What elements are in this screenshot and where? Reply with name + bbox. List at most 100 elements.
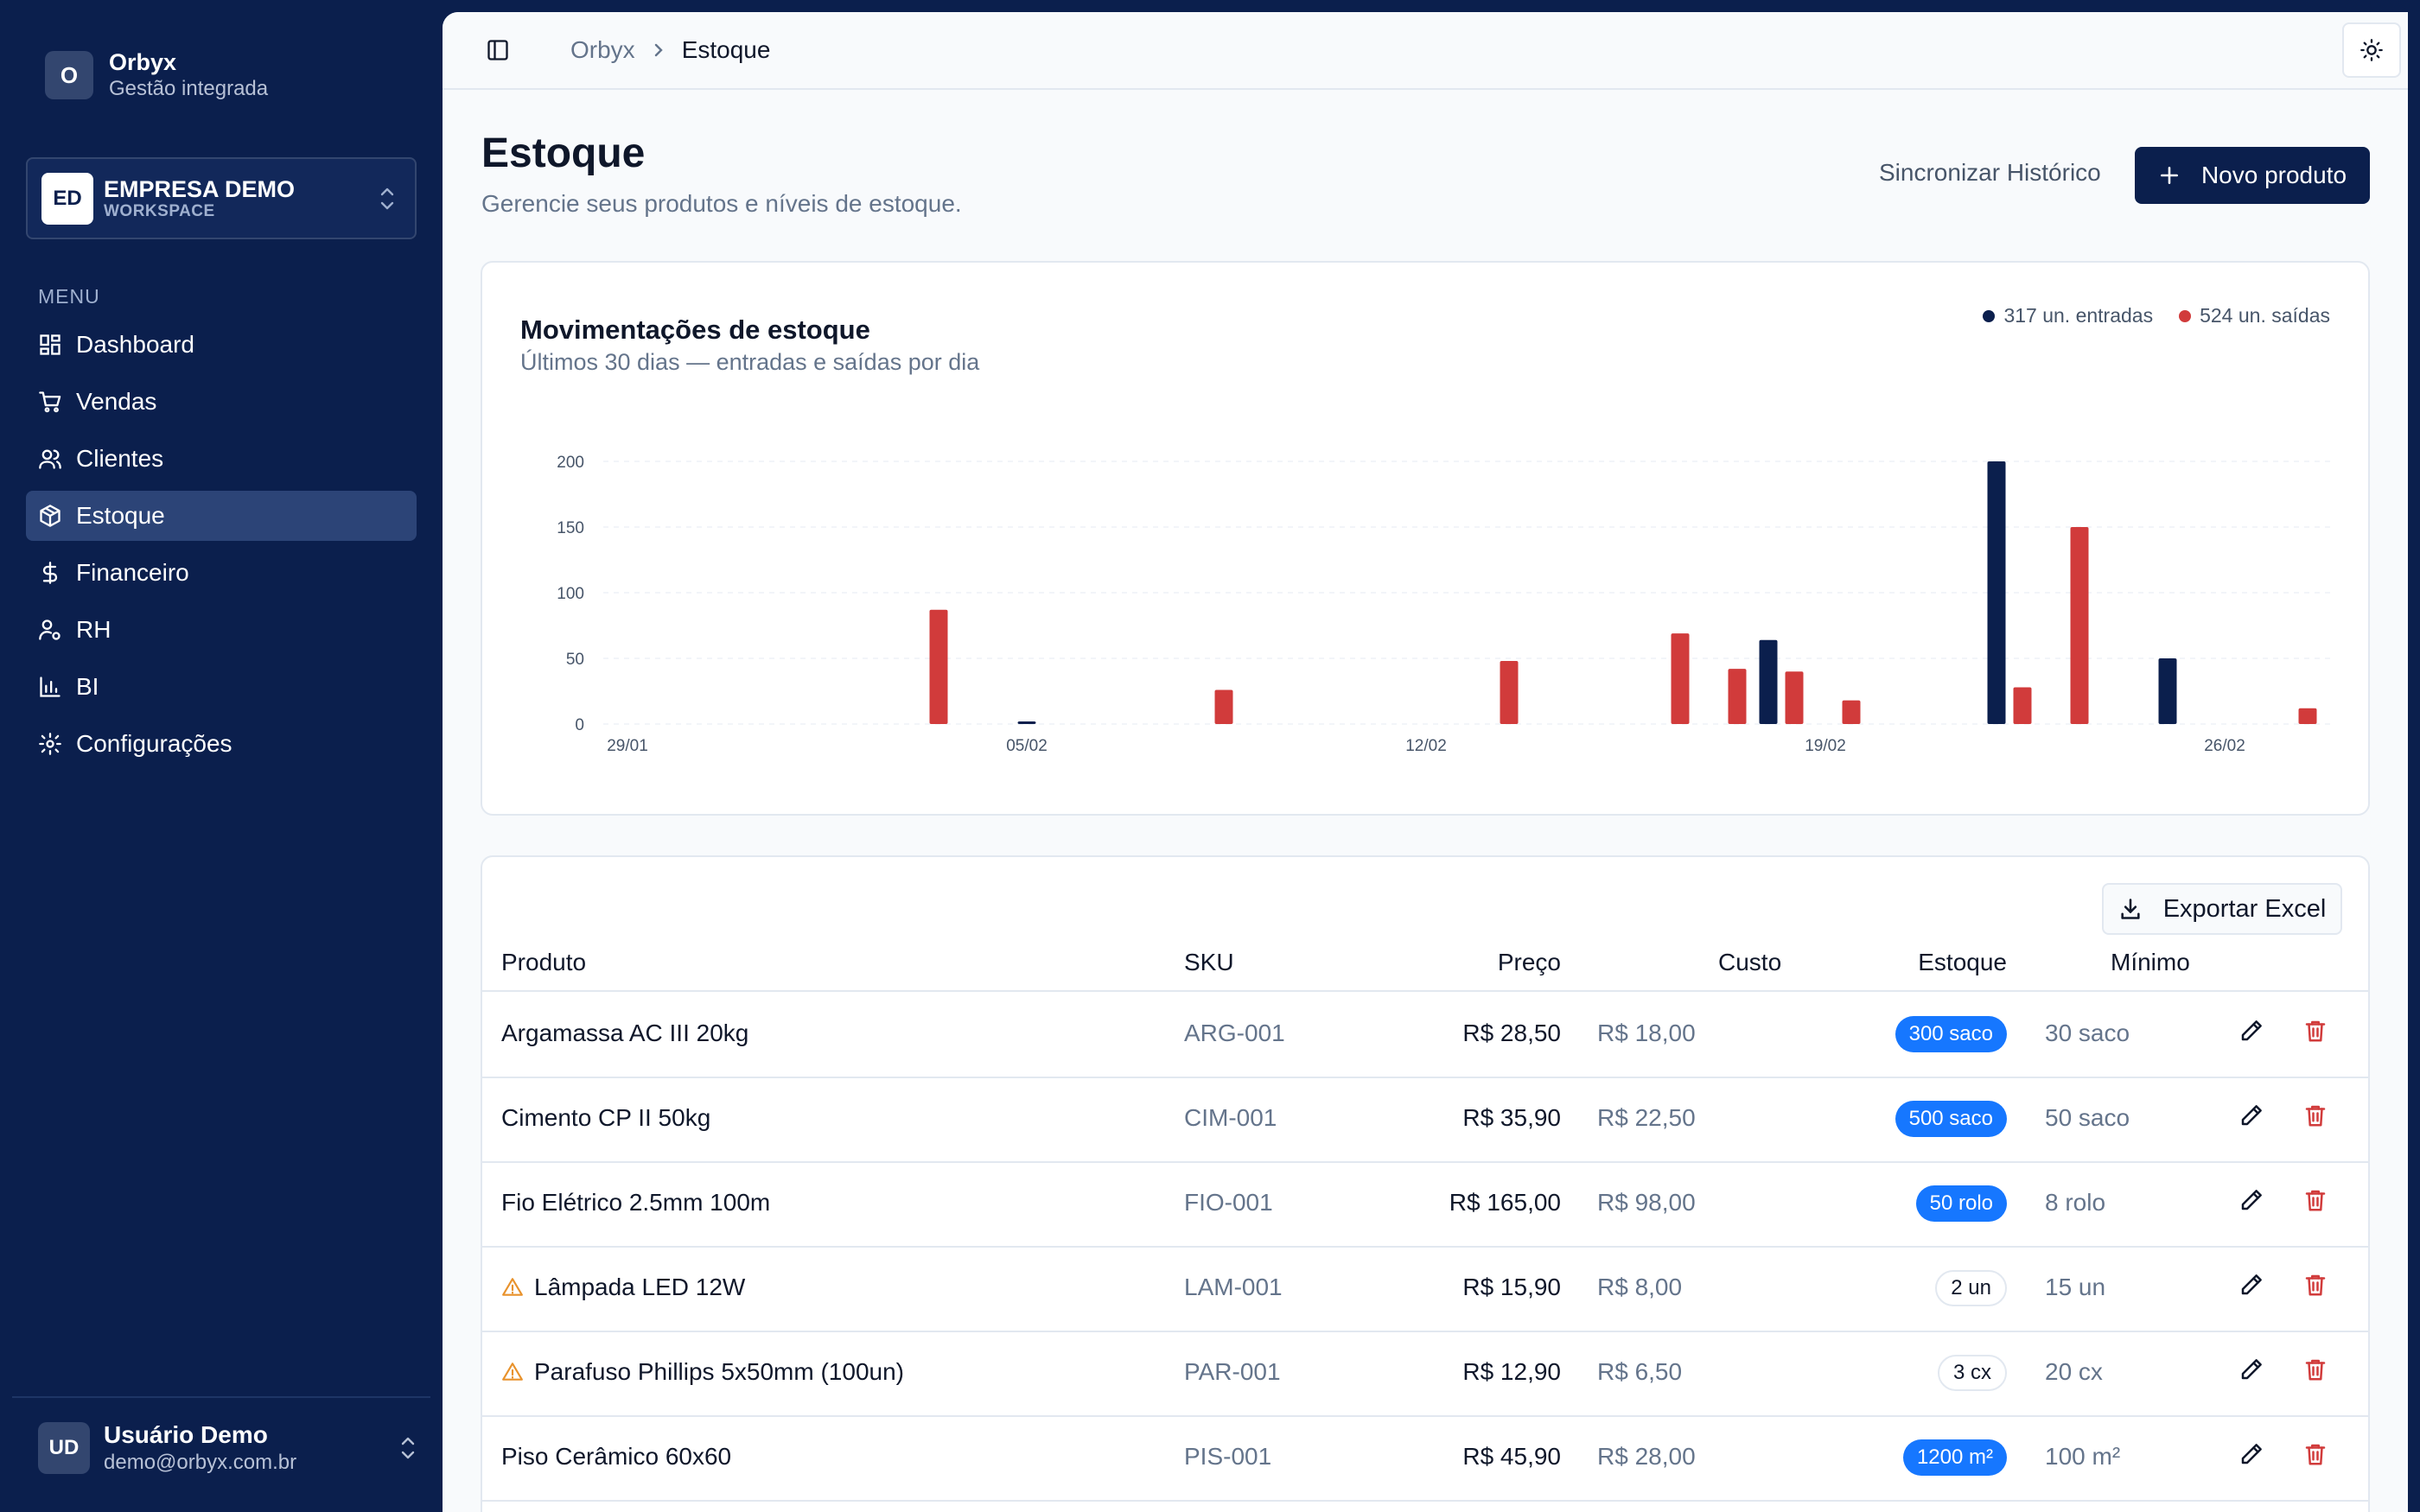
table-row[interactable]: Fio Elétrico 2.5mm 100m FIO-001 R$ 165,00 R… [482, 1163, 2368, 1248]
delete-button[interactable] [2302, 1102, 2328, 1134]
sidebar-item-dashboard[interactable]: Dashboard [26, 320, 417, 370]
sidebar-item-estoque[interactable]: Estoque [26, 491, 417, 541]
stock-cell: 50 rolo [1915, 1185, 2007, 1222]
cost-cell: R$ 18,00 [1597, 1020, 1696, 1046]
bar-saidas-22-02[interactable] [2013, 687, 2032, 724]
user-menu[interactable]: UD Usuário Demo demo@orbyx.com.br [38, 1420, 418, 1476]
table-row[interactable]: Argamassa AC III 20kg ARG-001 R$ 28,50 R$ 1… [482, 994, 2368, 1078]
dollar-icon [42, 562, 58, 584]
chevrons-up-down-icon [380, 187, 394, 210]
pencil-icon [2238, 1020, 2264, 1049]
theme-toggle-button[interactable] [2342, 22, 2401, 78]
sync-history-button[interactable]: Sincronizar Histórico [1879, 159, 2101, 186]
table-row[interactable]: Piso Cerâmico 60x60 PIS-001 R$ 45,90 R$ 28,… [482, 1417, 2368, 1502]
edit-button[interactable] [2238, 1102, 2264, 1134]
edit-button[interactable] [2238, 1018, 2264, 1050]
product-name-cell: Piso Cerâmico 60x60 [501, 1443, 731, 1471]
chart-legend: 317 un. entradas 524 un. saídas [1957, 304, 2330, 327]
sidebar-item-rh[interactable]: RH [26, 605, 417, 655]
price-cell: R$ 165,00 [1449, 1189, 1561, 1216]
legend-item-in: 317 un. entradas [1983, 304, 2153, 327]
chart-subtitle: Últimos 30 dias — entradas e saídas por … [520, 349, 980, 375]
workspace-switcher[interactable]: ED EMPRESA DEMO WORKSPACE [26, 157, 417, 239]
stock-cell: 1200 m² [1902, 1439, 2007, 1476]
trash-icon [2302, 1105, 2328, 1134]
sidebar-toggle-icon[interactable] [486, 38, 510, 62]
cost-cell: R$ 8,00 [1597, 1274, 1683, 1300]
breadcrumb: Orbyx Estoque [570, 36, 770, 64]
bar-saidas-19-02[interactable] [1842, 700, 1861, 724]
legend-label-in: 317 un. entradas [2003, 304, 2154, 327]
pencil-icon [2238, 1105, 2264, 1134]
sidebar-item-clientes[interactable]: Clientes [26, 434, 417, 484]
sidebar-item-label: Financeiro [76, 559, 189, 586]
min-cell: 8 rolo [2045, 1189, 2106, 1216]
product-name: Parafuso Phillips 5x50mm (100un) [534, 1358, 904, 1385]
bar-entradas-22-02[interactable] [1987, 461, 2006, 724]
delete-button[interactable] [2302, 1441, 2328, 1473]
table-row[interactable]: Lâmpada LED 12W LAM-001 R$ 15,90 R$ 8,00 2 u… [482, 1248, 2368, 1332]
bar-entradas-18-02[interactable] [1759, 639, 1778, 724]
price-cell: R$ 35,90 [1462, 1104, 1561, 1131]
bar-saidas-16-02[interactable] [1671, 633, 1690, 724]
gear-icon [39, 733, 61, 755]
column-header-product[interactable]: Produto [501, 949, 587, 975]
table-row[interactable]: Cimento CP II 50kg CIM-001 R$ 35,90 R$ 22,5… [482, 1078, 2368, 1163]
sku-cell: LAM-001 [1184, 1274, 1283, 1300]
bar-entradas-25-02[interactable] [2158, 658, 2177, 724]
bar-saidas-23-02[interactable] [2070, 527, 2089, 724]
cost-cell: R$ 6,50 [1597, 1358, 1683, 1385]
sidebar-item-label: Clientes [76, 445, 164, 472]
brand-subtitle: Gestão integrada [109, 77, 269, 100]
column-header-price[interactable]: Preço [1497, 949, 1561, 975]
edit-button[interactable] [2238, 1187, 2264, 1219]
table-row[interactable]: Parafuso Phillips 5x50mm (100un) PAR-001 R… [482, 1332, 2368, 1417]
warning-icon [502, 1363, 523, 1381]
column-header-stock[interactable]: Estoque [1918, 949, 2007, 975]
y-tick-label: 0 [575, 716, 584, 734]
new-product-button[interactable]: Novo produto [2135, 147, 2370, 204]
stock-badge: 500 saco [1895, 1101, 2007, 1137]
chevrons-up-down-icon [401, 1437, 415, 1459]
delete-button[interactable] [2302, 1272, 2328, 1304]
stock-cell: 500 saco [1895, 1101, 2007, 1137]
bar-saidas-17-02[interactable] [1728, 669, 1747, 724]
bar-saidas-08-02[interactable] [1214, 689, 1233, 724]
breadcrumb-current: Estoque [681, 36, 771, 63]
product-name: Fio Elétrico 2.5mm 100m [501, 1189, 771, 1216]
column-header-min[interactable]: Mínimo [2111, 949, 2190, 975]
min-cell: 20 cx [2045, 1358, 2103, 1385]
sidebar-item-bi[interactable]: BI [26, 662, 417, 712]
y-tick-label: 50 [566, 651, 584, 669]
bar-saidas-13-02[interactable] [1500, 661, 1519, 724]
stock-movements-card: Movimentações de estoque Últimos 30 dias… [481, 261, 2370, 816]
delete-button[interactable] [2302, 1018, 2328, 1050]
bar-saidas-03-02[interactable] [929, 609, 948, 724]
cost-cell: R$ 22,50 [1597, 1104, 1696, 1131]
sidebar-item-financeiro[interactable]: Financeiro [26, 548, 417, 598]
workspace-name: EMPRESA DEMO [104, 175, 296, 202]
pencil-icon [2238, 1190, 2264, 1218]
edit-button[interactable] [2238, 1441, 2264, 1473]
bar-saidas-27-02[interactable] [2298, 708, 2317, 724]
delete-button[interactable] [2302, 1187, 2328, 1219]
sidebar-item-configuracoes[interactable]: Configurações [26, 719, 417, 769]
sidebar-item-vendas[interactable]: Vendas [26, 377, 417, 427]
edit-button[interactable] [2238, 1356, 2264, 1388]
bar-saidas-18-02[interactable] [1785, 671, 1804, 724]
trash-icon [2302, 1444, 2328, 1472]
product-name: Piso Cerâmico 60x60 [501, 1443, 732, 1470]
bar-entradas-05-02[interactable] [1017, 721, 1036, 724]
stock-cell: 300 saco [1895, 1016, 2007, 1052]
column-header-sku[interactable]: SKU [1184, 949, 1234, 975]
breadcrumb-root[interactable]: Orbyx [570, 36, 635, 63]
export-excel-button[interactable]: Exportar Excel [2102, 883, 2342, 935]
delete-button[interactable] [2302, 1356, 2328, 1388]
brand[interactable]: O Orbyx Gestão integrada [45, 48, 268, 102]
y-tick-label: 150 [557, 519, 584, 537]
column-header-cost[interactable]: Custo [1718, 949, 1782, 975]
chevron-right-icon [651, 41, 666, 60]
user-email: demo@orbyx.com.br [104, 1451, 297, 1474]
edit-button[interactable] [2238, 1272, 2264, 1304]
workspace-avatar: ED [41, 172, 93, 225]
